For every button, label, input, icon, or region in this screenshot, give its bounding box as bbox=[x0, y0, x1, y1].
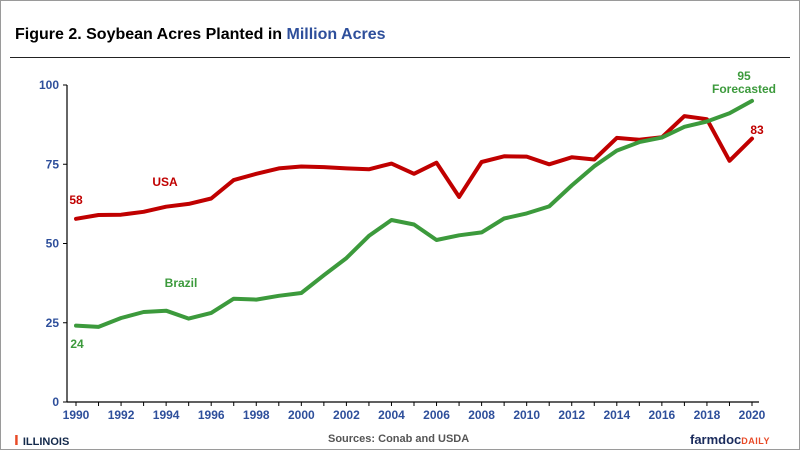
x-tick-label: 1994 bbox=[153, 408, 180, 422]
x-tick-label: 1996 bbox=[198, 408, 225, 422]
y-tick-label: 0 bbox=[52, 395, 59, 409]
x-tick-label: 2000 bbox=[288, 408, 315, 422]
x-tick-label: 2002 bbox=[333, 408, 360, 422]
x-tick-label: 1998 bbox=[243, 408, 270, 422]
chart-axes: 0 25 50 75 100 1990 1992 1994 1996 1998 2000 2002 20… bbox=[39, 78, 766, 422]
illinois-logo-text: ILLINOIS bbox=[22, 436, 70, 448]
series-layer bbox=[74, 98, 754, 329]
x-tick-label: 1992 bbox=[108, 408, 135, 422]
x-tick-label: 1990 bbox=[63, 408, 90, 422]
x-tick-label: 2010 bbox=[513, 408, 540, 422]
annotation-layer: 58 83 USA 24 Brazil 95 Forecasted bbox=[69, 69, 776, 351]
brazil-end-label: 95 bbox=[737, 69, 751, 83]
farmdoc-daily-logo: farmdocDAILY bbox=[690, 432, 770, 447]
illinois-logo: Ⅰ ILLINOIS bbox=[14, 433, 69, 449]
series-line-brazil bbox=[74, 98, 754, 329]
illinois-i-icon: Ⅰ bbox=[14, 433, 19, 448]
title-prefix: Figure 2. Soybean Acres Planted in bbox=[15, 26, 283, 43]
brazil-series-label: Brazil bbox=[165, 276, 198, 290]
x-tick-label: 2004 bbox=[378, 408, 405, 422]
usa-series-label: USA bbox=[152, 175, 178, 189]
x-tick-label: 2012 bbox=[558, 408, 585, 422]
x-tick-label: 2008 bbox=[468, 408, 495, 422]
title-divider bbox=[10, 57, 790, 58]
brazil-start-label: 24 bbox=[70, 337, 84, 351]
y-tick-label: 100 bbox=[39, 78, 59, 92]
series-line-usa bbox=[74, 114, 754, 221]
y-tick-label: 25 bbox=[46, 316, 60, 330]
title-highlight: Million Acres bbox=[286, 26, 386, 43]
y-tick-label: 75 bbox=[46, 157, 60, 171]
x-tick-label: 2014 bbox=[603, 408, 630, 422]
sources-note: Sources: Conab and USDA bbox=[328, 433, 470, 445]
brazil-forecasted-label: Forecasted bbox=[712, 82, 776, 96]
x-tick-label: 2016 bbox=[649, 408, 676, 422]
brand-main: farmdoc bbox=[690, 432, 742, 447]
x-tick-label: 2018 bbox=[694, 408, 721, 422]
usa-start-label: 58 bbox=[69, 193, 83, 207]
usa-end-label: 83 bbox=[750, 123, 764, 137]
x-tick-label: 2006 bbox=[423, 408, 450, 422]
brand-sub: DAILY bbox=[741, 436, 770, 446]
x-tick-label: 2020 bbox=[739, 408, 766, 422]
y-tick-label: 50 bbox=[46, 237, 60, 251]
chart-title: Figure 2. Soybean Acres Planted in Milli… bbox=[15, 26, 385, 44]
line-chart: 0 25 50 75 100 1990 1992 1994 1996 1998 2000 2002 20… bbox=[39, 69, 776, 422]
